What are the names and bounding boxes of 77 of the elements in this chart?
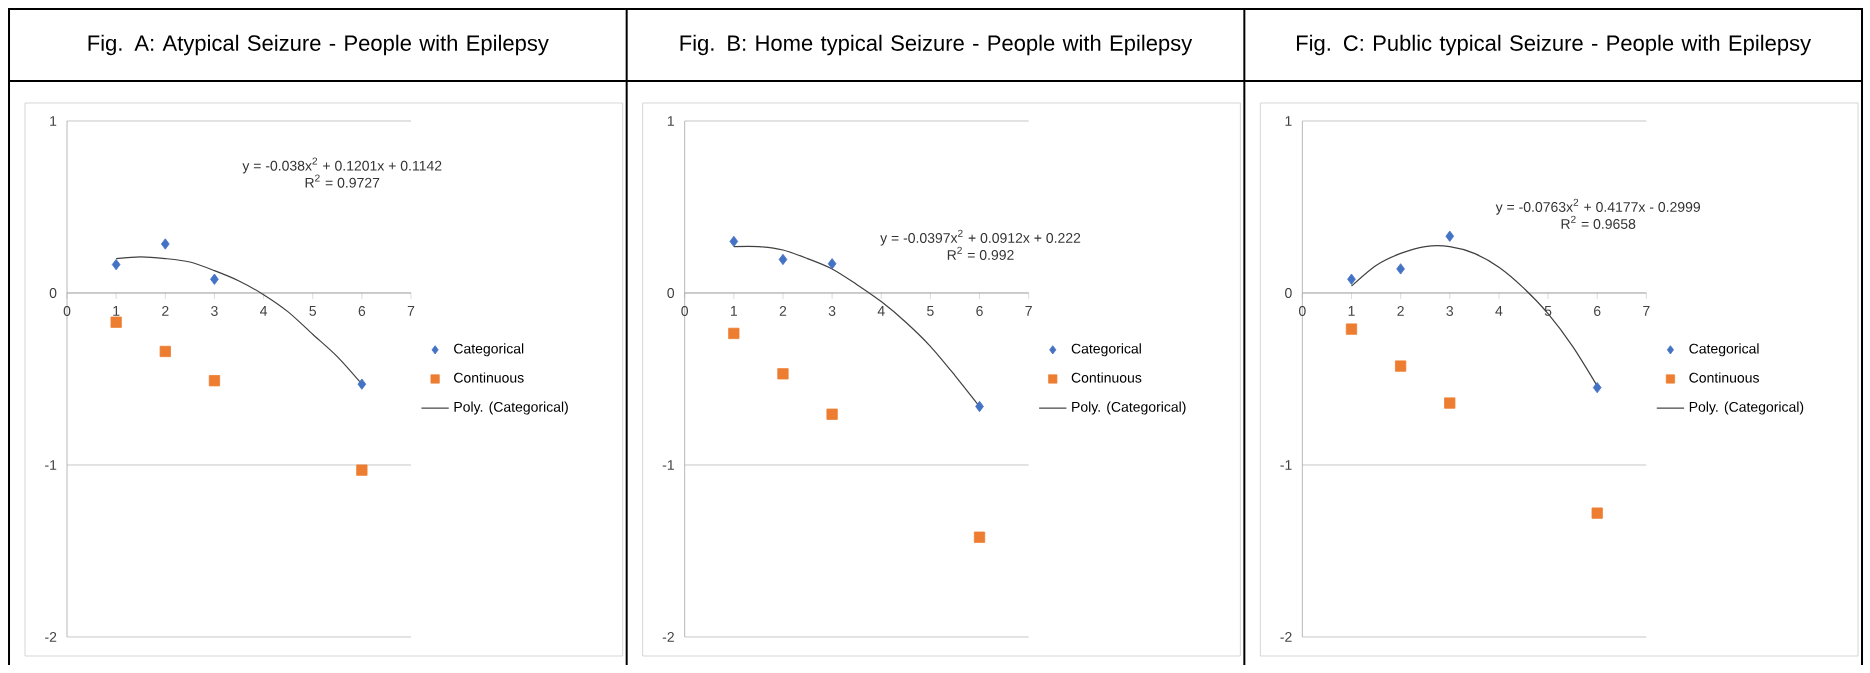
- x-tick-label: 3: [211, 306, 218, 316]
- legend-label: Poly. (Categorical): [454, 401, 568, 415]
- x-tick-label: 5: [927, 306, 934, 316]
- point: [1345, 323, 1358, 335]
- point: [973, 531, 986, 543]
- x-tick-label: 7: [1643, 306, 1650, 316]
- x-tick-label: 6: [976, 306, 983, 316]
- x-tick-label: 5: [309, 306, 317, 316]
- point: [357, 378, 367, 390]
- point: [1591, 507, 1603, 519]
- y-tick-label: 0: [1285, 288, 1292, 298]
- legend-label: Categorical: [454, 343, 524, 357]
- x-tick-label: 2: [162, 306, 169, 316]
- y-tick-label: -1: [1280, 460, 1292, 470]
- point: [1592, 381, 1602, 394]
- x-tick-label: 3: [828, 306, 836, 316]
- legend-label: Continuous: [454, 372, 524, 383]
- point: [1396, 263, 1405, 275]
- x-tick-label: 5: [1544, 306, 1552, 316]
- point: [1444, 397, 1456, 409]
- legend-label: Categorical: [1689, 343, 1759, 357]
- y-tick-label: -2: [662, 632, 674, 642]
- x-tick-label: 0: [681, 306, 689, 316]
- point: [1347, 273, 1356, 285]
- x-tick-label: 7: [1025, 306, 1032, 316]
- x-tick-label: 2: [1397, 306, 1404, 316]
- point: [1395, 360, 1407, 372]
- x-tick-label: 7: [407, 306, 415, 316]
- chart-title: Fig. B: Home typical Seizure - People with Epilepsy: [680, 34, 1193, 56]
- point: [728, 327, 740, 339]
- x-tick-label: 4: [877, 306, 885, 316]
- point: [827, 258, 837, 270]
- annotation: y = -0.0397x$^{2}$ + 0.0912x + 0.222: [880, 229, 1081, 246]
- y-tick-label: -1: [662, 460, 674, 470]
- point: [210, 273, 219, 285]
- legend-label: Continuous: [1071, 372, 1142, 383]
- annotation: R$^{2}$ = 0.9727: [305, 174, 380, 188]
- point: [208, 375, 221, 387]
- point: [159, 345, 171, 358]
- point: [356, 464, 368, 476]
- x-tick-label: 1: [1348, 306, 1355, 316]
- chart-title: Fig. A: Atypical Seizure - People with Epilepsy: [88, 34, 549, 56]
- legend-label: Poly. (Categorical): [1689, 401, 1804, 415]
- y-tick-label: 0: [49, 288, 57, 298]
- annotation: R$^{2}$ = 0.992: [947, 246, 1014, 260]
- y-tick-label: 0: [667, 288, 675, 298]
- x-tick-label: 2: [779, 306, 787, 316]
- annotation: y = -0.0763x$^{2}$ + 0.4177x - 0.2999: [1495, 198, 1701, 215]
- legend-label: Poly. (Categorical): [1072, 401, 1186, 415]
- y-tick-label: 1: [1285, 116, 1292, 126]
- y-tick-label: 1: [50, 116, 57, 126]
- x-tick-label: 1: [113, 306, 120, 316]
- x-tick-label: 6: [1594, 306, 1601, 316]
- y-tick-label: -2: [45, 632, 57, 642]
- point: [826, 408, 838, 420]
- point: [161, 238, 170, 250]
- x-tick-label: 1: [730, 306, 738, 316]
- point: [778, 253, 788, 266]
- point: [1445, 230, 1455, 242]
- x-tick-label: 0: [1298, 306, 1306, 316]
- x-tick-label: 4: [1495, 306, 1503, 316]
- point: [729, 235, 739, 247]
- legend-label: Categorical: [1071, 343, 1141, 357]
- legend-label: Continuous: [1689, 372, 1759, 383]
- annotation: y = -0.038x$^{2}$ + 0.1201x + 0.1142: [242, 157, 442, 174]
- x-tick-label: 0: [63, 306, 71, 316]
- y-tick-label: -1: [45, 460, 57, 470]
- point: [110, 316, 122, 328]
- annotation: R$^{2}$ = 0.9658: [1561, 215, 1636, 229]
- x-tick-label: 3: [1446, 306, 1454, 316]
- y-tick-label: 1: [667, 116, 674, 126]
- x-tick-label: 6: [358, 306, 366, 316]
- chart-title: Fig. C: Public typical Seizure - People with Epilepsy: [1297, 34, 1812, 56]
- point: [777, 368, 789, 380]
- point: [111, 259, 121, 271]
- x-tick-label: 4: [260, 306, 268, 316]
- y-tick-label: -2: [1280, 632, 1292, 642]
